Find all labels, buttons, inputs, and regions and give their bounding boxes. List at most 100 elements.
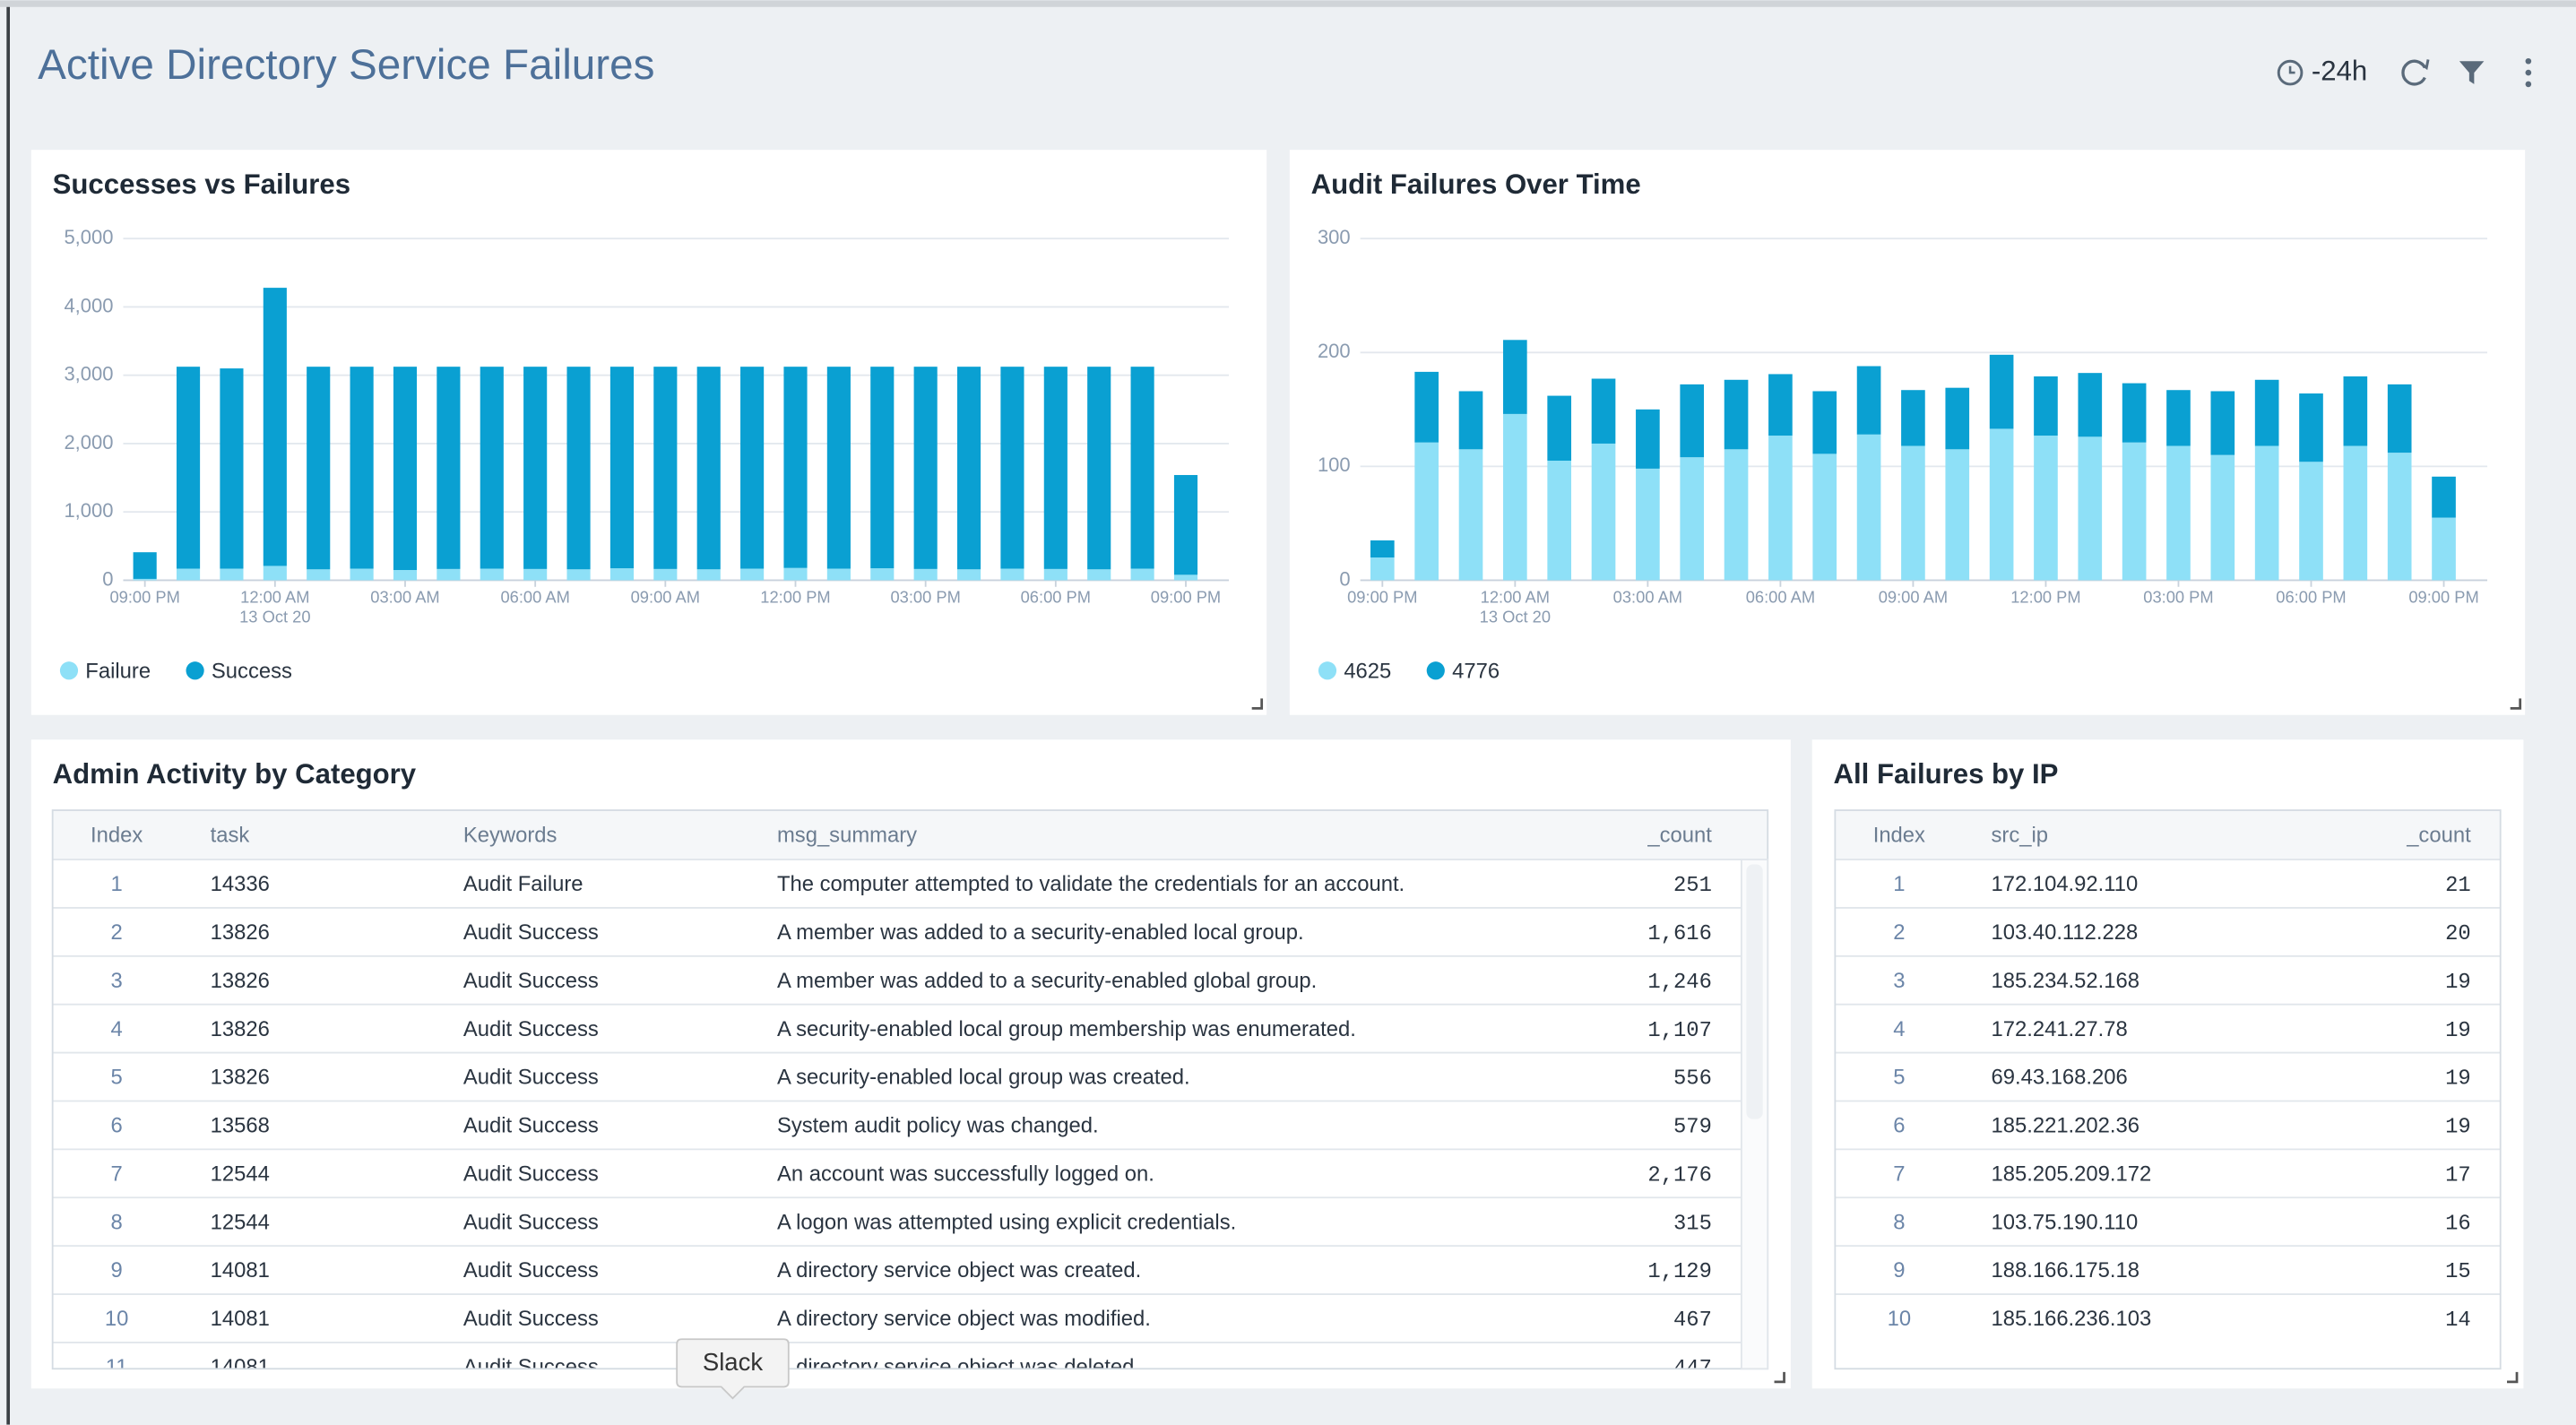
column-header: msg_summary xyxy=(777,824,917,848)
legend-label: 4625 xyxy=(1344,659,1391,683)
bar-segment xyxy=(437,367,460,569)
legend-swatch xyxy=(1427,661,1445,679)
more-icon[interactable] xyxy=(2526,58,2532,87)
table-cell: 185.205.209.172 xyxy=(1991,1162,2151,1186)
tooltip-text: Slack xyxy=(703,1348,763,1376)
bar-segment xyxy=(1370,557,1395,580)
table-cell: 14 xyxy=(2445,1308,2471,1333)
table-cell: 251 xyxy=(1673,874,1712,898)
table-cell: A logon was attempted using explicit cre… xyxy=(777,1210,1236,1234)
bar-segment xyxy=(2122,443,2147,581)
table-cell: 4 xyxy=(111,1017,123,1041)
x-tick-label: 09:00 AM xyxy=(631,587,700,606)
bar-segment xyxy=(177,367,200,568)
table-cell: A security-enabled local group was creat… xyxy=(777,1066,1190,1090)
column-header: Index xyxy=(91,824,143,848)
x-tick-label: 06:00 PM xyxy=(1021,587,1091,606)
bar-segment xyxy=(1174,574,1197,580)
table-cell: 14081 xyxy=(211,1307,270,1331)
table-cell: A member was added to a security-enabled… xyxy=(777,969,1317,993)
x-tick-label: 12:00 PM xyxy=(760,587,830,606)
bar-segment xyxy=(1370,540,1395,557)
table-cell: 13826 xyxy=(211,969,270,993)
table-cell: Audit Success xyxy=(463,1114,599,1138)
x-tick-label: 06:00 AM xyxy=(1746,587,1815,606)
time-range[interactable]: -24h xyxy=(2312,55,2367,86)
table-cell: 2,176 xyxy=(1647,1163,1711,1188)
table-cell: 13826 xyxy=(211,1066,270,1090)
bar-segment xyxy=(1592,379,1616,444)
bar-segment xyxy=(134,552,157,579)
table-cell: Audit Success xyxy=(463,1307,599,1331)
x-tick-label: 12:00 AM xyxy=(1481,587,1550,606)
bar-segment xyxy=(350,568,374,580)
bar-segment xyxy=(1000,568,1024,580)
scrollbar-thumb[interactable] xyxy=(1746,865,1762,1119)
bar-segment xyxy=(350,367,374,568)
bar-segment xyxy=(610,367,634,568)
table-cell: 467 xyxy=(1673,1308,1712,1333)
table-header-bg xyxy=(1835,810,2500,859)
table-cell: 3 xyxy=(111,969,123,993)
table-cell: Audit Success xyxy=(463,969,599,993)
table-cell: A member was added to a security-enabled… xyxy=(777,920,1304,945)
bar-segment xyxy=(393,570,417,580)
table-cell: 1 xyxy=(111,872,123,896)
bar-segment xyxy=(740,568,764,580)
column-header: _count xyxy=(2406,824,2471,848)
bar-segment xyxy=(437,569,460,581)
bar-segment xyxy=(2388,384,2412,453)
bar-segment xyxy=(2255,445,2279,580)
legend-label: 4776 xyxy=(1452,659,1500,683)
table-title: Admin Activity by Category xyxy=(53,758,417,790)
table-cell: 8 xyxy=(111,1210,123,1234)
bar-segment xyxy=(2432,518,2456,581)
bar-segment xyxy=(1044,367,1068,569)
table-cell: 19 xyxy=(2445,1067,2471,1092)
bar-segment xyxy=(1000,367,1024,568)
legend-swatch xyxy=(186,661,204,679)
table-cell: 21 xyxy=(2445,874,2471,898)
table-cell: 1,246 xyxy=(1647,971,1711,995)
table-cell: 2 xyxy=(111,920,123,945)
bar-segment xyxy=(1768,436,1793,580)
bar-segment xyxy=(1680,384,1704,457)
table-cell: 185.166.236.103 xyxy=(1991,1307,2151,1331)
table-cell: 6 xyxy=(111,1114,123,1138)
bar-segment xyxy=(610,568,634,580)
bar-segment xyxy=(2078,436,2102,580)
bar-segment xyxy=(1901,445,1925,580)
column-header: Index xyxy=(1873,824,1925,848)
table-cell: 2 xyxy=(1893,920,1905,945)
y-tick-label: 2,000 xyxy=(64,431,113,453)
table-cell: Audit Success xyxy=(463,1017,599,1041)
bar-segment xyxy=(783,568,807,581)
x-date-label: 13 Oct 20 xyxy=(239,607,310,626)
legend-label: Failure xyxy=(85,659,151,683)
table-cell: An account was successfully logged on. xyxy=(777,1162,1154,1186)
table-cell: 7 xyxy=(111,1162,123,1186)
bar-segment xyxy=(1636,410,1660,469)
bar-segment xyxy=(1087,367,1111,569)
x-tick-label: 12:00 PM xyxy=(2010,587,2080,606)
bar-segment xyxy=(1857,367,1881,435)
bar-segment xyxy=(566,569,590,580)
table-cell: 5 xyxy=(111,1066,123,1090)
bar-segment xyxy=(827,568,851,580)
bar-segment xyxy=(870,367,894,568)
table-cell: 13826 xyxy=(211,1017,270,1041)
table-cell: Audit Success xyxy=(463,920,599,945)
bar-segment xyxy=(783,367,807,568)
bar-segment xyxy=(307,569,330,580)
table-cell: Audit Success xyxy=(463,1258,599,1282)
bar-segment xyxy=(1812,453,1837,580)
table-cell: Audit Failure xyxy=(463,872,583,896)
bar-segment xyxy=(177,568,200,580)
bar-segment xyxy=(2255,380,2279,446)
panel xyxy=(31,150,1266,715)
table-cell: 9 xyxy=(111,1258,123,1282)
bar-segment xyxy=(2034,436,2058,580)
table-cell: 10 xyxy=(105,1307,128,1331)
